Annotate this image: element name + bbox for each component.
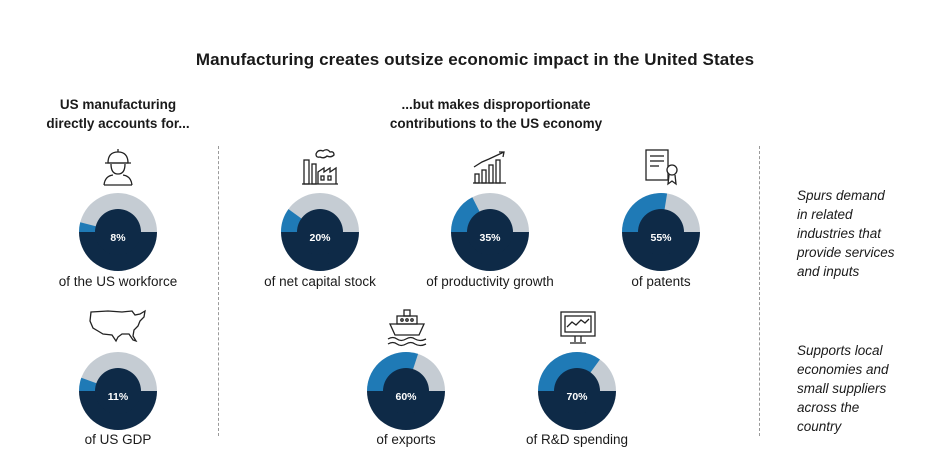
donut-exports: 60% xyxy=(367,352,445,430)
left-header-line-1: US manufacturing xyxy=(59,97,177,112)
donut-center xyxy=(638,209,684,255)
certificate-icon xyxy=(645,149,678,186)
donut-label-productivity-growth: 35% xyxy=(479,232,501,244)
left-header: US manufacturing directly accounts for..… xyxy=(18,95,218,133)
side-note-demand-line: and inputs xyxy=(797,264,860,279)
donut-label-us-workforce: 8% xyxy=(110,232,126,244)
side-note-demand-line: Spurs demand xyxy=(797,188,885,203)
side-note-demand-line: industries that xyxy=(797,226,882,241)
factory-icon xyxy=(302,149,338,185)
donut-label-exports: 60% xyxy=(395,391,417,403)
side-note-demand-line: in related xyxy=(797,207,853,222)
side-note-local-line: across the xyxy=(797,400,860,415)
growth-chart-icon xyxy=(473,151,506,184)
donut-label-net-capital-stock: 20% xyxy=(309,232,331,244)
caption-us-workforce: of the US workforce xyxy=(58,274,178,289)
caption-net-capital-stock: of net capital stock xyxy=(264,274,376,289)
donut-center xyxy=(467,209,513,255)
side-note-local-line: economies and xyxy=(797,362,889,377)
us-map-icon xyxy=(89,309,146,343)
donut-label-us-gdp: 11% xyxy=(108,391,129,403)
side-note-local-economies: Supports local economies and small suppl… xyxy=(797,341,937,436)
donut-productivity-growth: 35% xyxy=(451,193,529,271)
donut-center xyxy=(95,368,141,414)
donut-center xyxy=(554,368,600,414)
side-note-demand-line: provide services xyxy=(797,245,895,260)
left-header-line-2: directly accounts for... xyxy=(46,116,190,131)
donut-center xyxy=(297,209,343,255)
donut-us-workforce: 8% xyxy=(79,193,157,271)
left-divider xyxy=(218,146,219,436)
monitor-icon xyxy=(560,311,596,344)
donut-label-rd-spending: 70% xyxy=(566,391,588,403)
donut-patents: 55% xyxy=(622,192,700,271)
donut-net-capital-stock: 20% xyxy=(281,193,359,271)
donut-rd-spending: 70% xyxy=(538,352,616,430)
donut-center xyxy=(383,368,429,414)
worker-icon xyxy=(103,149,133,186)
right-divider xyxy=(759,146,760,436)
caption-rd-spending: of R&D spending xyxy=(525,432,629,447)
caption-patents: of patents xyxy=(631,274,691,289)
mid-header: ...but makes disproportionate contributi… xyxy=(356,95,636,133)
caption-us-gdp: of US GDP xyxy=(84,432,152,447)
ship-icon xyxy=(387,309,427,347)
side-note-local-line: small suppliers xyxy=(797,381,887,396)
side-note-local-line: Supports local xyxy=(797,343,883,358)
donut-label-patents: 55% xyxy=(650,232,672,244)
mid-header-line-1: ...but makes disproportionate xyxy=(401,97,591,112)
caption-productivity-growth: of productivity growth xyxy=(426,274,554,289)
mid-header-line-2: contributions to the US economy xyxy=(389,116,603,131)
side-note-demand: Spurs demand in related industries that … xyxy=(797,186,937,281)
donut-center xyxy=(95,209,141,255)
page-title: Manufacturing creates outsize economic i… xyxy=(195,50,755,69)
caption-exports: of exports xyxy=(376,432,436,447)
donut-us-gdp: 11% xyxy=(79,352,157,430)
side-note-local-line: country xyxy=(797,419,842,434)
